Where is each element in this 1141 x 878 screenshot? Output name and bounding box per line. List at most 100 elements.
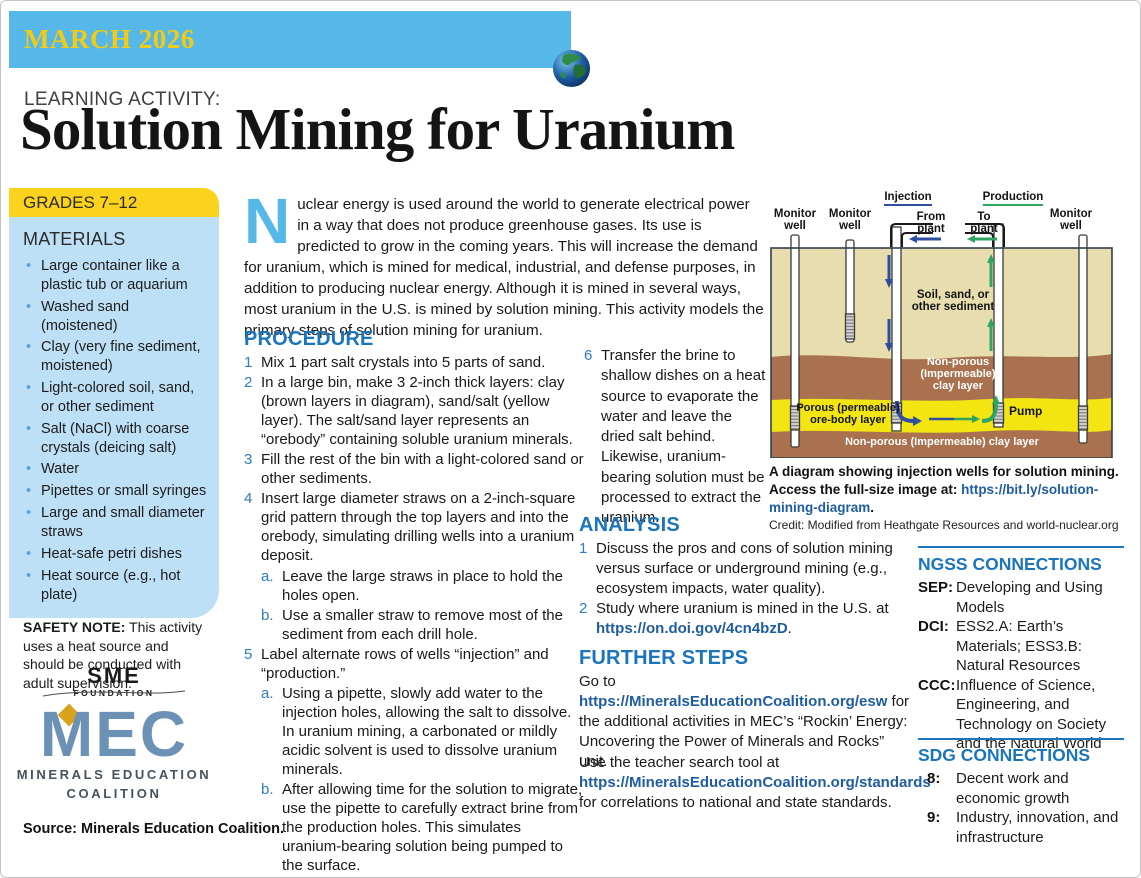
sdg-item: 8: Decent work and economic growth <box>918 769 1130 808</box>
sdg-text: Decent work and economic growth <box>956 770 1070 807</box>
analysis-list: 1 Discuss the pros and cons of solution m… <box>579 539 915 640</box>
clay-mid-layer <box>771 354 1112 403</box>
sdg-list: 8: Decent work and economic growth 9: Indu… <box>918 769 1130 847</box>
further-p1-pre: Go to <box>579 673 616 690</box>
analysis-text-pre: Study where uranium is mined in the U.S.… <box>596 600 889 618</box>
sdg-number: 9: <box>927 809 941 826</box>
monitor-well-label: Monitor well <box>1049 208 1093 233</box>
doi-link[interactable]: https://on.doi.gov/4cn4bzD <box>596 620 788 638</box>
step-number: 5 <box>244 645 253 663</box>
sdg-text: Industry, innovation, and infrastructure <box>956 809 1119 846</box>
materials-panel: MATERIALS Large container like a plastic… <box>9 217 219 691</box>
intro-text: uclear energy is used around the world t… <box>244 196 764 339</box>
materials-item: Heat source (e.g., hot plate) <box>23 567 209 605</box>
esw-link[interactable]: https://MineralsEducationCoalition.org/e… <box>579 692 888 710</box>
sme-swoosh-icon <box>42 690 186 697</box>
clay-bottom-label: Non-porous (Impermeable) clay layer <box>845 436 1039 448</box>
ngss-label: DCI: <box>918 618 949 635</box>
substep-letter: a. <box>261 684 274 702</box>
month-banner: MARCH 2026 <box>9 11 571 68</box>
substep-text: Use a smaller straw to remove most of th… <box>282 606 563 643</box>
injection-flow-arrows <box>885 235 954 426</box>
ngss-item: SEP: Developing and Using Models <box>918 578 1130 617</box>
substep-text: After allowing time for the solution to … <box>282 781 583 875</box>
analysis-item: 1 Discuss the pros and cons of solution m… <box>579 539 915 598</box>
sdg-title: SDG CONNECTIONS <box>918 745 1091 765</box>
grades-badge: GRADES 7–12 <box>9 188 219 217</box>
monitor-well-label: Monitor well <box>773 208 817 233</box>
further-steps-title: FURTHER STEPS <box>579 647 749 669</box>
soil-layer-label: Soil, sand, or other sediment <box>911 289 995 314</box>
mec-logo: SME FOUNDATION MEC MINERALS EDUCATION CO… <box>9 665 219 804</box>
step-number: 1 <box>244 354 253 371</box>
source-note: Source: Minerals Education Coalition. <box>23 821 285 837</box>
procedure-substep: a. Leave the large straws in place to hol… <box>244 567 584 605</box>
substep-letter: b. <box>261 606 274 624</box>
production-pipe <box>965 223 1005 247</box>
dropcap: N <box>244 185 291 257</box>
materials-item: Heat-safe petri dishes <box>23 545 209 564</box>
sdg-divider <box>918 738 1124 740</box>
further-steps-p1: Go to https://MineralsEducationCoalition… <box>579 672 915 772</box>
further-p2-pre: Use the teacher search tool at <box>579 754 780 771</box>
procedure-step: 1 Mix 1 part salt crystals into 5 parts o… <box>244 353 584 372</box>
materials-item: Pipettes or small syringes <box>23 482 209 501</box>
step-text: In a large bin, make 3 2-inch thick laye… <box>261 374 573 449</box>
procedure-step-6: 6 Transfer the brine to shallow dishes on… <box>584 346 766 529</box>
production-label: Production <box>980 191 1046 207</box>
org-name-line1: MINERALS EDUCATION <box>16 766 212 782</box>
mec-logo-mark: MEC <box>39 698 189 770</box>
procedure-step: 2 In a large bin, make 3 2-inch thick lay… <box>244 373 584 449</box>
analysis-text: Discuss the pros and cons of solution mi… <box>596 540 893 597</box>
production-flow-arrows <box>954 235 1000 423</box>
ngss-label: CCC: <box>918 676 956 694</box>
month-label: MARCH 2026 <box>24 24 195 54</box>
safety-label: SAFETY NOTE: <box>23 619 126 636</box>
sme-foundation-text: FOUNDATION <box>73 688 155 698</box>
materials-item: Washed sand (moistened) <box>23 298 209 336</box>
procedure-steps: 1 Mix 1 part salt crystals into 5 parts o… <box>244 353 584 876</box>
clay-mid-label: Non-porous (Impermeable) clay layer <box>920 356 996 392</box>
page-eyebrow: LEARNING ACTIVITY: <box>24 89 221 110</box>
step-text: Transfer the brine to shallow dishes on … <box>601 347 766 526</box>
ngss-label: SEP: <box>918 579 954 596</box>
substep-text: Leave the large straws in place to hold … <box>282 567 564 604</box>
substep-letter: a. <box>261 567 274 585</box>
procedure-substep: b. After allowing time for the solution t… <box>244 780 584 875</box>
analysis-title: ANALYSIS <box>579 514 680 536</box>
monitor-well-label: Monitor well <box>828 208 872 233</box>
to-plant-label: To plant <box>970 211 998 236</box>
diagram-caption: A diagram showing injection wells for so… <box>769 463 1119 532</box>
mec-logo-text: MEC <box>39 698 189 770</box>
step-number: 2 <box>579 600 588 618</box>
step-number: 4 <box>244 490 253 508</box>
standards-link[interactable]: https://MineralsEducationCoalition.org/s… <box>579 773 931 791</box>
step-text: Label alternate rows of wells “injection… <box>261 645 549 682</box>
step-text: Fill the rest of the bin with a light-co… <box>261 451 584 488</box>
caption-text: A diagram showing injection wells for so… <box>769 464 1119 497</box>
ground-outline <box>770 247 1113 458</box>
injection-pipe <box>890 223 933 247</box>
ngss-divider <box>918 546 1124 548</box>
diagram-link[interactable]: https://bit.ly/solution-mining-diagram <box>769 481 1099 515</box>
analysis-item: 2 Study where uranium is mined in the U.S… <box>579 599 915 639</box>
injection-label: Injection <box>880 191 936 207</box>
materials-title: MATERIALS <box>23 229 126 249</box>
ngss-item: CCC: Influence of Science, Engineering, a… <box>918 676 1130 754</box>
clay-bottom-layer <box>771 430 1112 458</box>
org-name-line2: COALITION <box>66 786 162 802</box>
step-text: Insert large diameter straws on a 2-inch… <box>261 490 576 565</box>
globe-icon <box>552 49 591 88</box>
ngss-text: ESS2.A: Earth’s Materials; ESS3.B: Natur… <box>956 618 1082 674</box>
ore-layer-label: Porous (permeable) ore-body layer <box>796 402 900 426</box>
monitor-well-2 <box>844 239 856 343</box>
procedure-step: 5 Label alternate rows of wells “injectio… <box>244 645 584 683</box>
sdg-number: 8: <box>927 770 941 787</box>
sme-logo-text: SME <box>87 663 141 688</box>
from-plant-label: From plant <box>916 211 946 236</box>
diagram-graphic <box>770 223 1113 458</box>
step-text: Mix 1 part salt crystals into 5 parts of… <box>261 354 546 371</box>
materials-item: Large and small diameter straws <box>23 504 209 542</box>
